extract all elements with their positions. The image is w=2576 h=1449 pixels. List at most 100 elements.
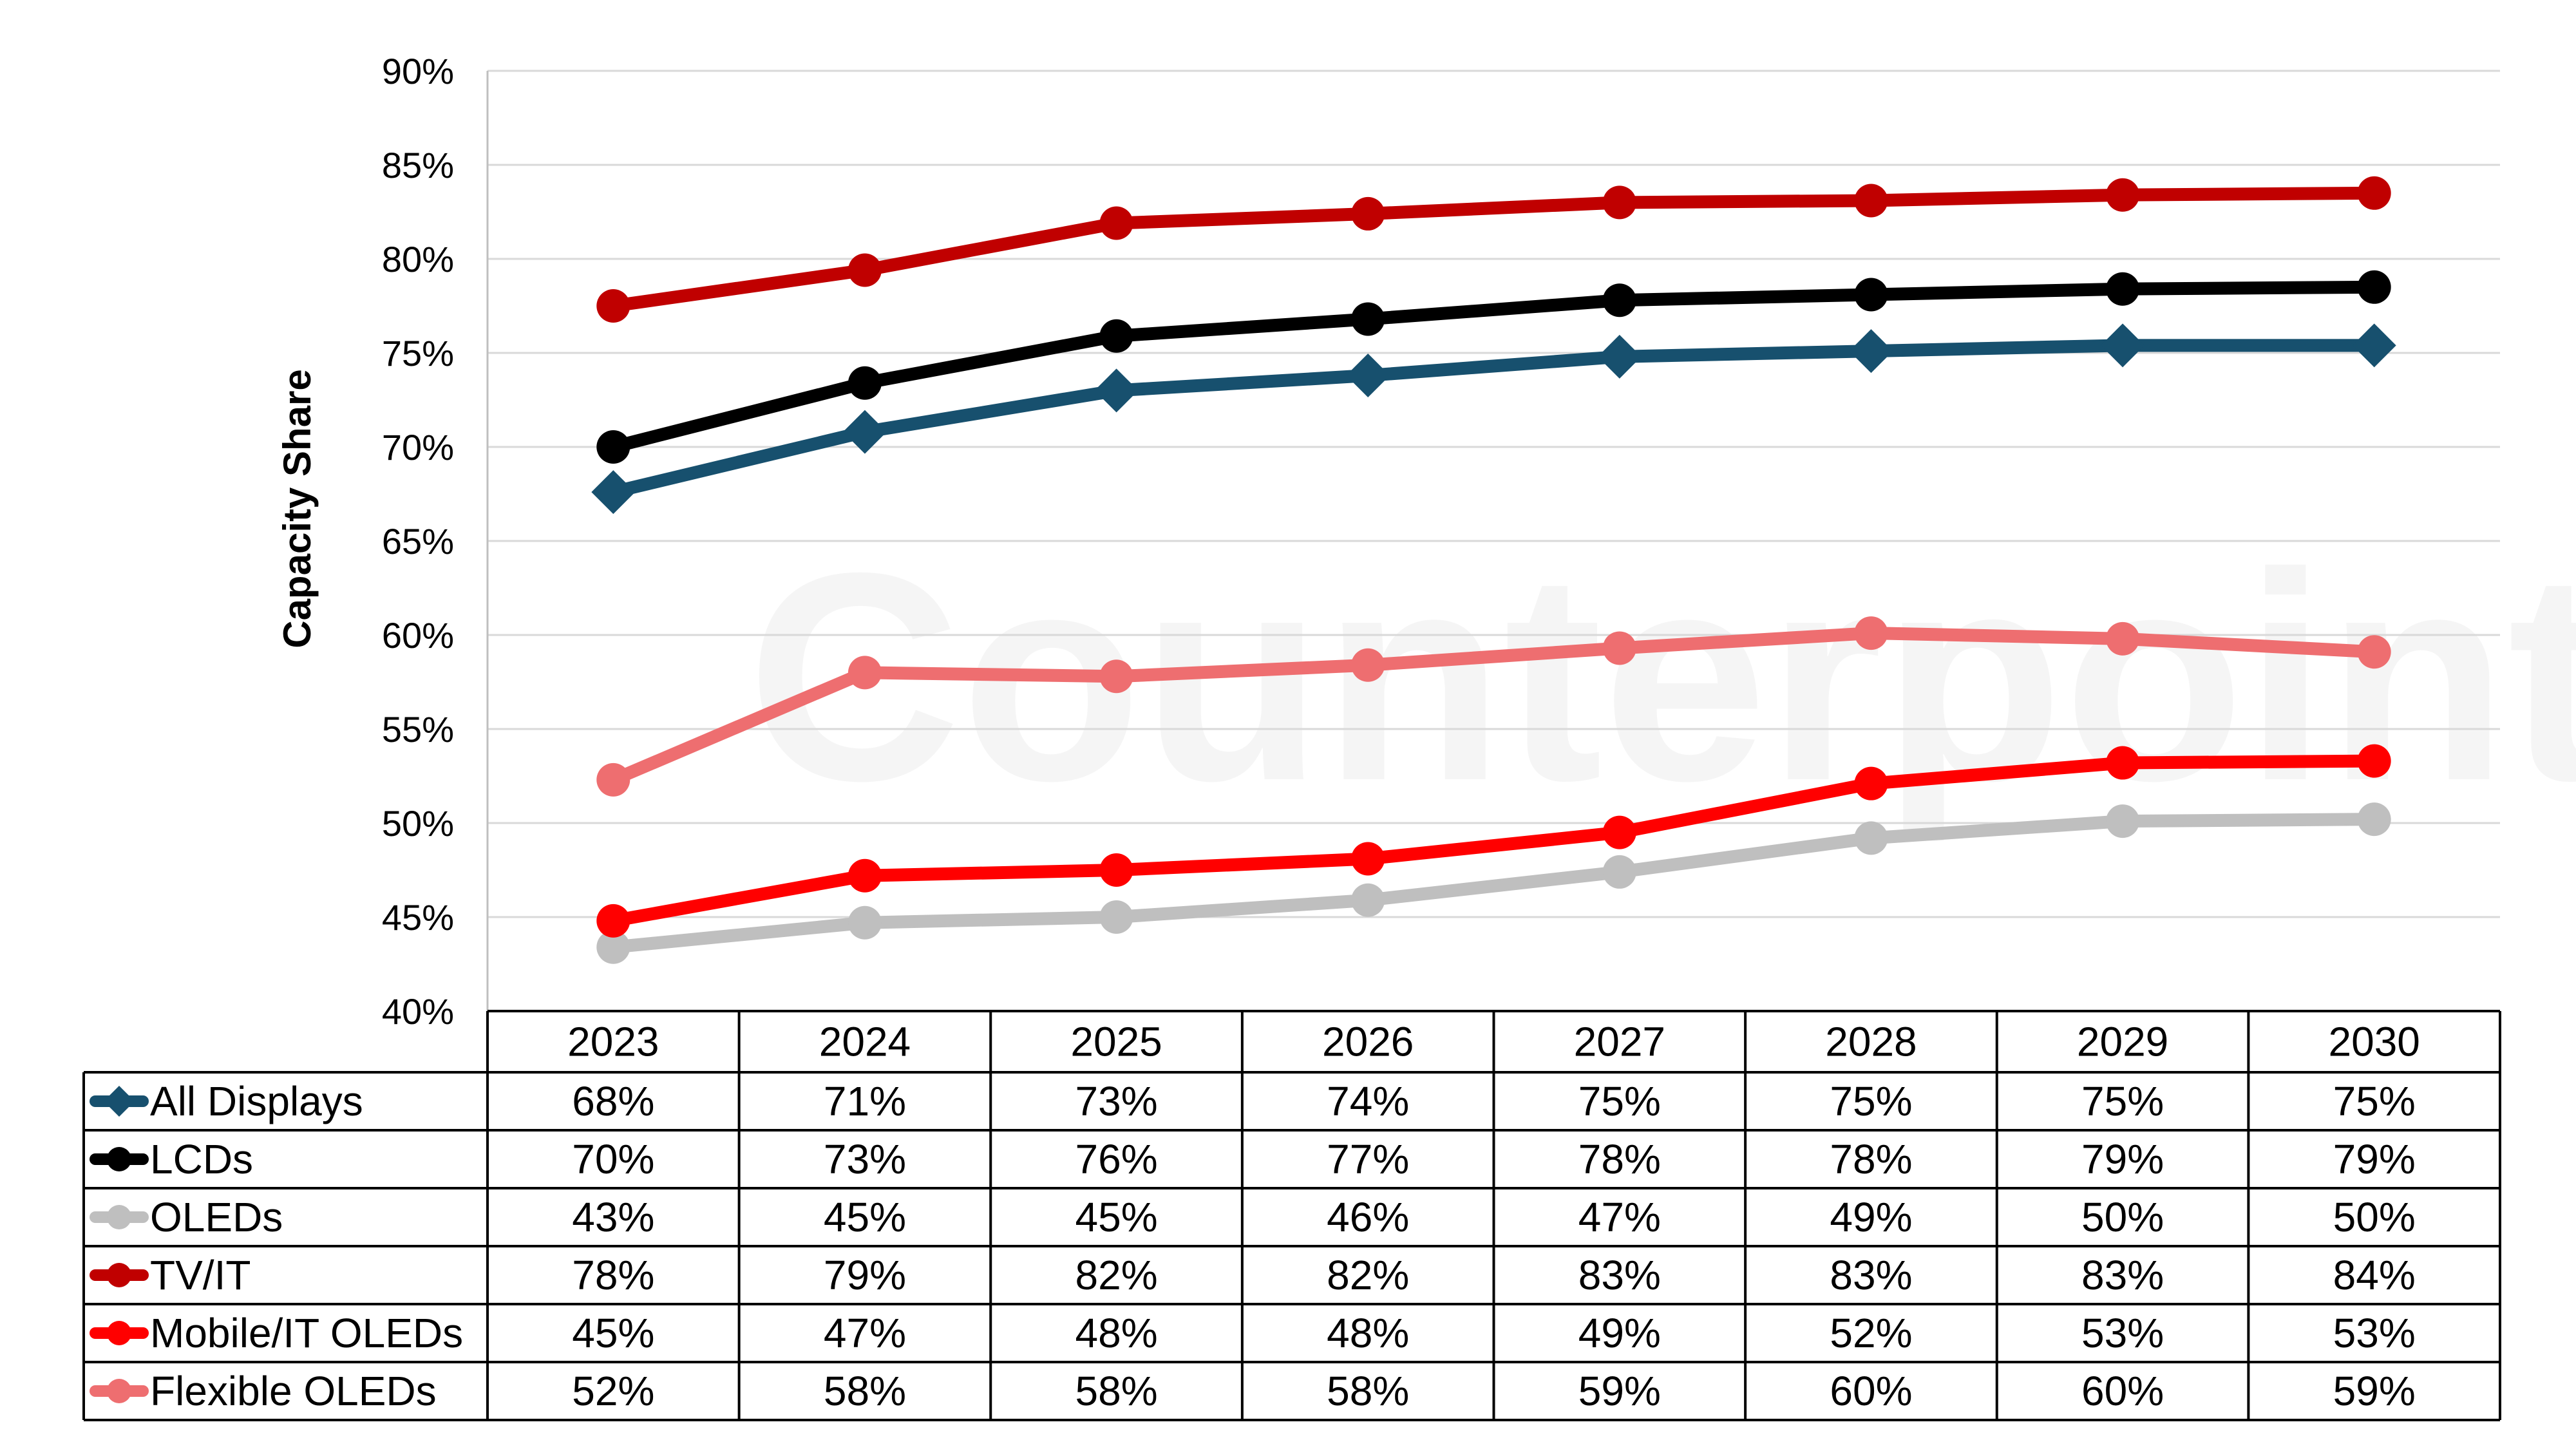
y-tick-label: 65% (382, 521, 454, 562)
table-cell-value: 78% (1830, 1136, 1912, 1182)
legend-entry: LCDs (150, 1136, 253, 1182)
table-cell-value: 50% (2081, 1194, 2164, 1240)
table-cell-value: 52% (572, 1368, 654, 1414)
data-point (1351, 302, 1385, 336)
table-cell-value: 84% (2333, 1252, 2416, 1298)
data-point (2357, 270, 2391, 304)
y-tick-label: 85% (382, 145, 454, 185)
series-5 (596, 616, 2391, 797)
table-cell-value: 59% (1578, 1368, 1661, 1414)
data-point (1854, 616, 1888, 650)
data-point (2357, 744, 2391, 778)
data-point (2101, 323, 2145, 368)
table-cell-value: 83% (2081, 1252, 2164, 1298)
table-cell-value: 82% (1075, 1252, 1158, 1298)
data-point (842, 410, 887, 454)
series-1 (596, 270, 2391, 464)
data-point (1597, 334, 1642, 379)
legend-key-marker (107, 1147, 131, 1171)
series-2 (596, 802, 2391, 964)
legend-entry: All Displays (150, 1078, 363, 1124)
legend-entry: Flexible OLEDs (150, 1368, 437, 1414)
data-point (596, 289, 630, 323)
table-cell-value: 60% (2081, 1368, 2164, 1414)
table-cell-value: 68% (572, 1078, 654, 1124)
legend-key-marker (107, 1379, 131, 1403)
y-tick-label: 80% (382, 239, 454, 279)
table-cell-value: 73% (1075, 1078, 1158, 1124)
data-point (2357, 176, 2391, 210)
table-cell-value: 45% (572, 1310, 654, 1356)
table-cell-value: 53% (2081, 1310, 2164, 1356)
table-cell-value: 79% (824, 1252, 906, 1298)
series-line (607, 813, 2381, 954)
data-point (2106, 804, 2140, 838)
x-category-label: 2024 (819, 1019, 911, 1065)
data-point (1094, 368, 1139, 413)
table-cell-value: 83% (1578, 1252, 1661, 1298)
table-cell-value: 59% (2333, 1368, 2416, 1414)
table-cell-value: 75% (2333, 1078, 2416, 1124)
legend-entry: OLEDs (150, 1194, 283, 1240)
x-category-label: 2030 (2329, 1019, 2420, 1065)
x-category-label: 2029 (2077, 1019, 2168, 1065)
table-cell-value: 73% (824, 1136, 906, 1182)
table-cell-value: 58% (824, 1368, 906, 1414)
data-point (848, 366, 882, 400)
data-point (1346, 354, 1390, 398)
table-cell-value: 48% (1327, 1310, 1409, 1356)
data-point (2106, 178, 2140, 212)
data-point (1351, 883, 1385, 917)
data-point (1351, 648, 1385, 682)
legend-key-marker (107, 1205, 131, 1229)
data-point (1854, 766, 1888, 800)
data-point (1854, 184, 1888, 218)
y-tick-label: 50% (382, 803, 454, 844)
data-point (2106, 272, 2140, 306)
series-line (607, 627, 2381, 786)
y-tick-label: 55% (382, 709, 454, 750)
data-point (591, 470, 636, 515)
legend-entry: TV/IT (150, 1252, 251, 1298)
series-4 (596, 744, 2391, 938)
table-cell-value: 46% (1327, 1194, 1409, 1240)
table-cell-value: 71% (824, 1078, 906, 1124)
x-category-label: 2025 (1070, 1019, 1162, 1065)
table-cell-value: 43% (572, 1194, 654, 1240)
y-tick-label: 60% (382, 615, 454, 656)
table-cell-value: 47% (1578, 1194, 1661, 1240)
data-point (1099, 206, 1133, 240)
data-point (1099, 319, 1133, 353)
data-point (848, 858, 882, 893)
data-table: 2023 2024 2025 2026 2027 2028 2029 2030 All Disp… (82, 1010, 2501, 1421)
data-point (1602, 631, 1636, 665)
table-cell-value: 50% (2333, 1194, 2416, 1240)
table-cell-value: 58% (1327, 1368, 1409, 1414)
data-point (2106, 746, 2140, 780)
data-point (1854, 278, 1888, 312)
series-lines (591, 176, 2396, 964)
x-category-label: 2028 (1825, 1019, 1917, 1065)
data-point (1099, 659, 1133, 694)
table-cell-value: 45% (824, 1194, 906, 1240)
series-line (607, 280, 2381, 453)
y-tick-label: 90% (382, 51, 454, 91)
x-category-label: 2023 (567, 1019, 659, 1065)
data-point (1351, 842, 1385, 876)
data-point (1099, 900, 1133, 934)
data-point (2357, 802, 2391, 837)
series-line (607, 339, 2381, 499)
data-point (596, 930, 630, 964)
table-cell-value: 60% (1830, 1368, 1912, 1414)
legend-key-marker (107, 1321, 131, 1345)
table-cell-value: 52% (1830, 1310, 1912, 1356)
data-point (848, 905, 882, 940)
data-point (1602, 815, 1636, 849)
data-point (1351, 196, 1385, 231)
data-point (1099, 853, 1133, 887)
table-cell-value: 47% (824, 1310, 906, 1356)
table-cell-value: 78% (572, 1252, 654, 1298)
table-cell-value: 75% (2081, 1078, 2164, 1124)
legend-key-marker (104, 1086, 135, 1117)
